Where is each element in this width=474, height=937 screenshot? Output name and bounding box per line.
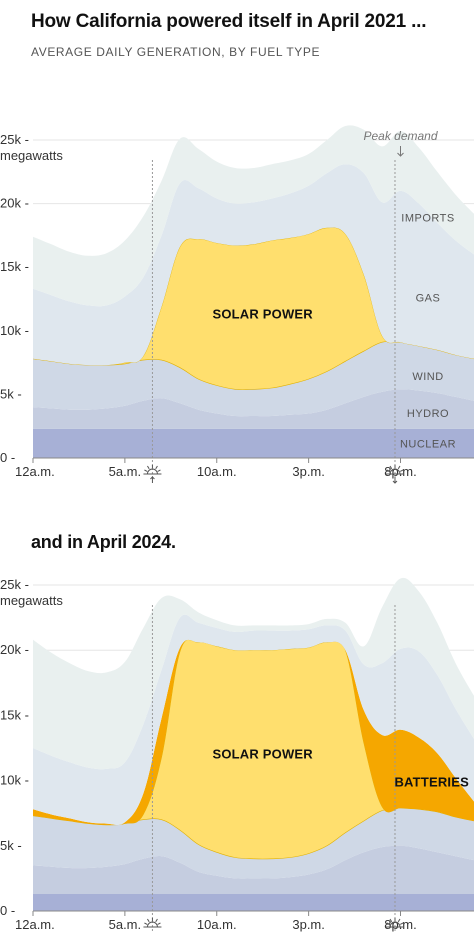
- sunrise-icon: [143, 918, 162, 928]
- series-label-nuclear: NUCLEAR: [400, 438, 456, 450]
- area-imports: [33, 125, 474, 307]
- y-tick-label: 0 -: [0, 450, 15, 465]
- x-tick-label: 3p.m.: [292, 464, 325, 479]
- area-wind: [33, 341, 474, 417]
- y-axis-label: megawatts: [0, 593, 63, 608]
- y-tick-label: 20k -: [0, 196, 29, 211]
- y-tick-label: 5k -: [0, 386, 22, 401]
- x-tick-label: 10a.m.: [197, 464, 237, 479]
- area-imports: [33, 577, 474, 770]
- y-tick-label: 15k -: [0, 707, 29, 722]
- sunrise-icon: [143, 465, 162, 483]
- x-tick-label: 5a.m.: [109, 917, 142, 932]
- y-tick-label: 15k -: [0, 259, 29, 274]
- peak-demand-arrow-icon: [397, 146, 404, 157]
- area-gas: [33, 614, 474, 826]
- y-tick-label: 10k -: [0, 323, 29, 338]
- x-tick-label: 5a.m.: [109, 464, 142, 479]
- sunset-icon: [385, 465, 404, 484]
- y-tick-label: 10k -: [0, 773, 29, 788]
- area-nuclear: [33, 428, 474, 458]
- chart-2024-area: 0 - 5k - 10k - 15k - 20k - 25k -megawatts 12a.…: [0, 577, 474, 932]
- peak-demand-annotation: Peak demand: [363, 129, 437, 143]
- series-label-solar: SOLAR POWER: [212, 747, 313, 762]
- x-tick-label: 12a.m.: [15, 464, 55, 479]
- sunset-icon: [385, 918, 404, 928]
- area-batteries: [33, 639, 474, 826]
- y-tick-label: 5k -: [0, 838, 22, 853]
- area-wind: [33, 807, 474, 879]
- y-axis-label: megawatts: [0, 148, 63, 163]
- chart-title-2024: and in April 2024.: [31, 532, 176, 552]
- x-tick-label: 3p.m.: [292, 917, 325, 932]
- x-tick-label: 12a.m.: [15, 917, 55, 932]
- series-label-imports: IMPORTS: [401, 213, 454, 225]
- chart-2021-area: 0 - 5k - 10k - 15k - 20k - 25k -megawatts 12a.…: [0, 125, 474, 484]
- y-tick-label: 20k -: [0, 642, 29, 657]
- chart-title-2021: How California powered itself in April 2…: [31, 11, 427, 32]
- series-label-wind: WIND: [412, 371, 443, 383]
- series-label-hydro: HYDRO: [407, 408, 449, 420]
- y-tick-label: 0 -: [0, 903, 15, 918]
- x-tick-label: 10a.m.: [197, 917, 237, 932]
- series-label-gas: GAS: [416, 293, 441, 305]
- chart-subtitle: AVERAGE DAILY GENERATION, BY FUEL TYPE: [31, 45, 321, 59]
- area-nuclear: [33, 894, 474, 911]
- area-hydro: [33, 389, 474, 429]
- series-label-solar: SOLAR POWER: [212, 306, 313, 321]
- series-label-batteries: BATTERIES: [394, 775, 469, 790]
- area-hydro: [33, 845, 474, 894]
- y-tick-label: 25k -: [0, 132, 29, 147]
- y-tick-label: 25k -: [0, 577, 29, 592]
- area-gas: [33, 164, 474, 366]
